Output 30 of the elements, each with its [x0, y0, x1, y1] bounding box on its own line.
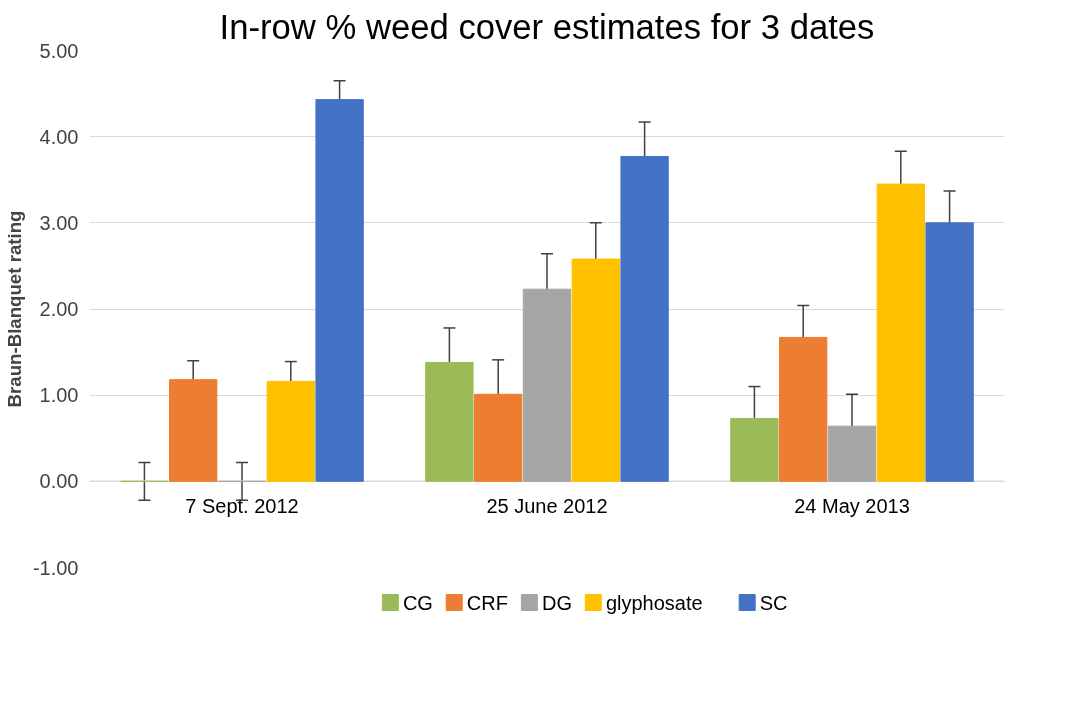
y-tick-label: 0.00: [39, 470, 79, 493]
y-axis-title: Braun-Blanquet rating: [3, 210, 25, 408]
y-tick-label: 5.00: [39, 39, 79, 62]
x-tick-label: 24 May 2013: [794, 495, 910, 518]
legend-label: glyphosate: [605, 591, 703, 614]
legend-label: SC: [759, 591, 788, 614]
bar: [425, 361, 474, 482]
y-tick-label: 2.00: [39, 298, 79, 320]
x-tick-label: 25 June 2012: [486, 495, 608, 518]
bar: [925, 222, 974, 482]
x-tick-label: 7 Sept. 2012: [185, 495, 299, 518]
bar: [522, 288, 572, 482]
bar: [169, 379, 218, 482]
bar: [876, 183, 925, 482]
y-tick-label: 4.00: [39, 125, 79, 148]
bar: [827, 425, 877, 482]
bar: [730, 417, 779, 482]
y-tick-label: 3.00: [39, 211, 79, 234]
bar: [474, 393, 523, 482]
bar: [620, 155, 669, 482]
legend-label: DG: [541, 591, 572, 614]
bar: [779, 336, 828, 482]
legend-label: CG: [402, 591, 433, 614]
y-tick-label: 1.00: [39, 384, 79, 407]
y-tick-label: -1.00: [32, 556, 79, 579]
chart-title: In-row % weed cover estimates for 3 dates: [219, 7, 875, 46]
bar: [571, 258, 620, 482]
legend-label: CRF: [466, 591, 508, 614]
bar: [315, 99, 364, 482]
bar: [266, 380, 315, 482]
